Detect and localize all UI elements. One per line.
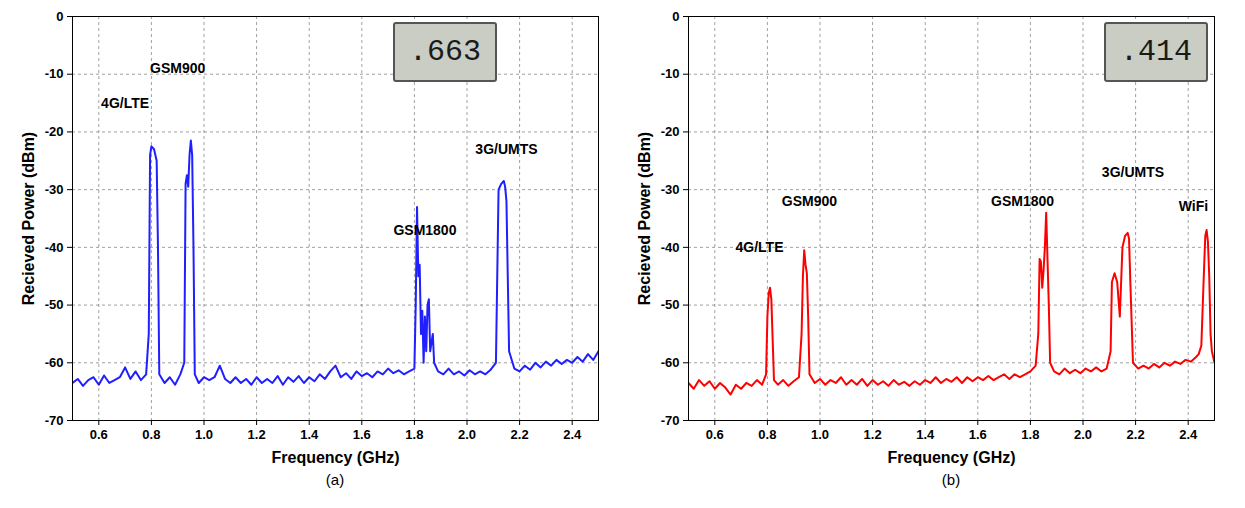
- svg-text:-70: -70: [45, 413, 64, 428]
- svg-text:-40: -40: [661, 240, 680, 255]
- svg-text:1.4: 1.4: [916, 427, 935, 442]
- svg-text:Recieved Power (dBm): Recieved Power (dBm): [20, 132, 37, 305]
- svg-text:-10: -10: [45, 66, 64, 81]
- svg-text:0.6: 0.6: [706, 427, 724, 442]
- svg-text:3G/UMTS: 3G/UMTS: [1102, 164, 1164, 180]
- svg-text:1.0: 1.0: [811, 427, 829, 442]
- svg-text:-60: -60: [45, 355, 64, 370]
- svg-text:1.2: 1.2: [864, 427, 882, 442]
- svg-text:GSM1800: GSM1800: [991, 193, 1054, 209]
- svg-text:2.0: 2.0: [1074, 427, 1092, 442]
- svg-text:0.6: 0.6: [90, 427, 108, 442]
- svg-text:3G/UMTS: 3G/UMTS: [475, 141, 537, 157]
- svg-text:-40: -40: [45, 240, 64, 255]
- svg-text:-60: -60: [661, 355, 680, 370]
- svg-text:0.8: 0.8: [142, 427, 160, 442]
- svg-text:2.2: 2.2: [511, 427, 529, 442]
- svg-text:Frequency (GHz): Frequency (GHz): [271, 449, 399, 466]
- svg-text:Recieved Power (dBm): Recieved Power (dBm): [636, 132, 653, 305]
- svg-text:-70: -70: [661, 413, 680, 428]
- html-text:.414: .414: [1120, 35, 1192, 69]
- svg-text:GSM900: GSM900: [150, 60, 205, 76]
- svg-text:-30: -30: [45, 182, 64, 197]
- svg-text:-50: -50: [661, 297, 680, 312]
- svg-text:0: 0: [56, 9, 63, 24]
- svg-text:1.0: 1.0: [195, 427, 213, 442]
- svg-text:-10: -10: [661, 66, 680, 81]
- svg-text:WiFi: WiFi: [1179, 198, 1208, 214]
- svg-text:2.0: 2.0: [458, 427, 476, 442]
- svg-text:2.4: 2.4: [563, 427, 582, 442]
- svg-text:1.6: 1.6: [353, 427, 371, 442]
- svg-text:Frequency (GHz): Frequency (GHz): [887, 449, 1015, 466]
- svg-text:GSM900: GSM900: [782, 193, 837, 209]
- svg-text:GSM1800: GSM1800: [393, 222, 456, 238]
- svg-text:-20: -20: [45, 124, 64, 139]
- svg-text:2.2: 2.2: [1127, 427, 1145, 442]
- svg-text:0: 0: [672, 9, 679, 24]
- svg-text:2.4: 2.4: [1179, 427, 1198, 442]
- svg-text:1.6: 1.6: [969, 427, 987, 442]
- svg-text:4G/LTE: 4G/LTE: [736, 239, 784, 255]
- html-text:.663: .663: [409, 35, 481, 69]
- html-text:(b): (b): [941, 471, 961, 488]
- svg-text:-20: -20: [661, 124, 680, 139]
- html-text:(a): (a): [325, 471, 345, 488]
- svg-text:1.8: 1.8: [1021, 427, 1039, 442]
- svg-text:-50: -50: [45, 297, 64, 312]
- svg-text:4G/LTE: 4G/LTE: [101, 95, 149, 111]
- svg-text:-30: -30: [661, 182, 680, 197]
- svg-text:1.8: 1.8: [405, 427, 423, 442]
- svg-text:0.8: 0.8: [758, 427, 776, 442]
- svg-text:1.2: 1.2: [248, 427, 266, 442]
- svg-text:1.4: 1.4: [300, 427, 319, 442]
